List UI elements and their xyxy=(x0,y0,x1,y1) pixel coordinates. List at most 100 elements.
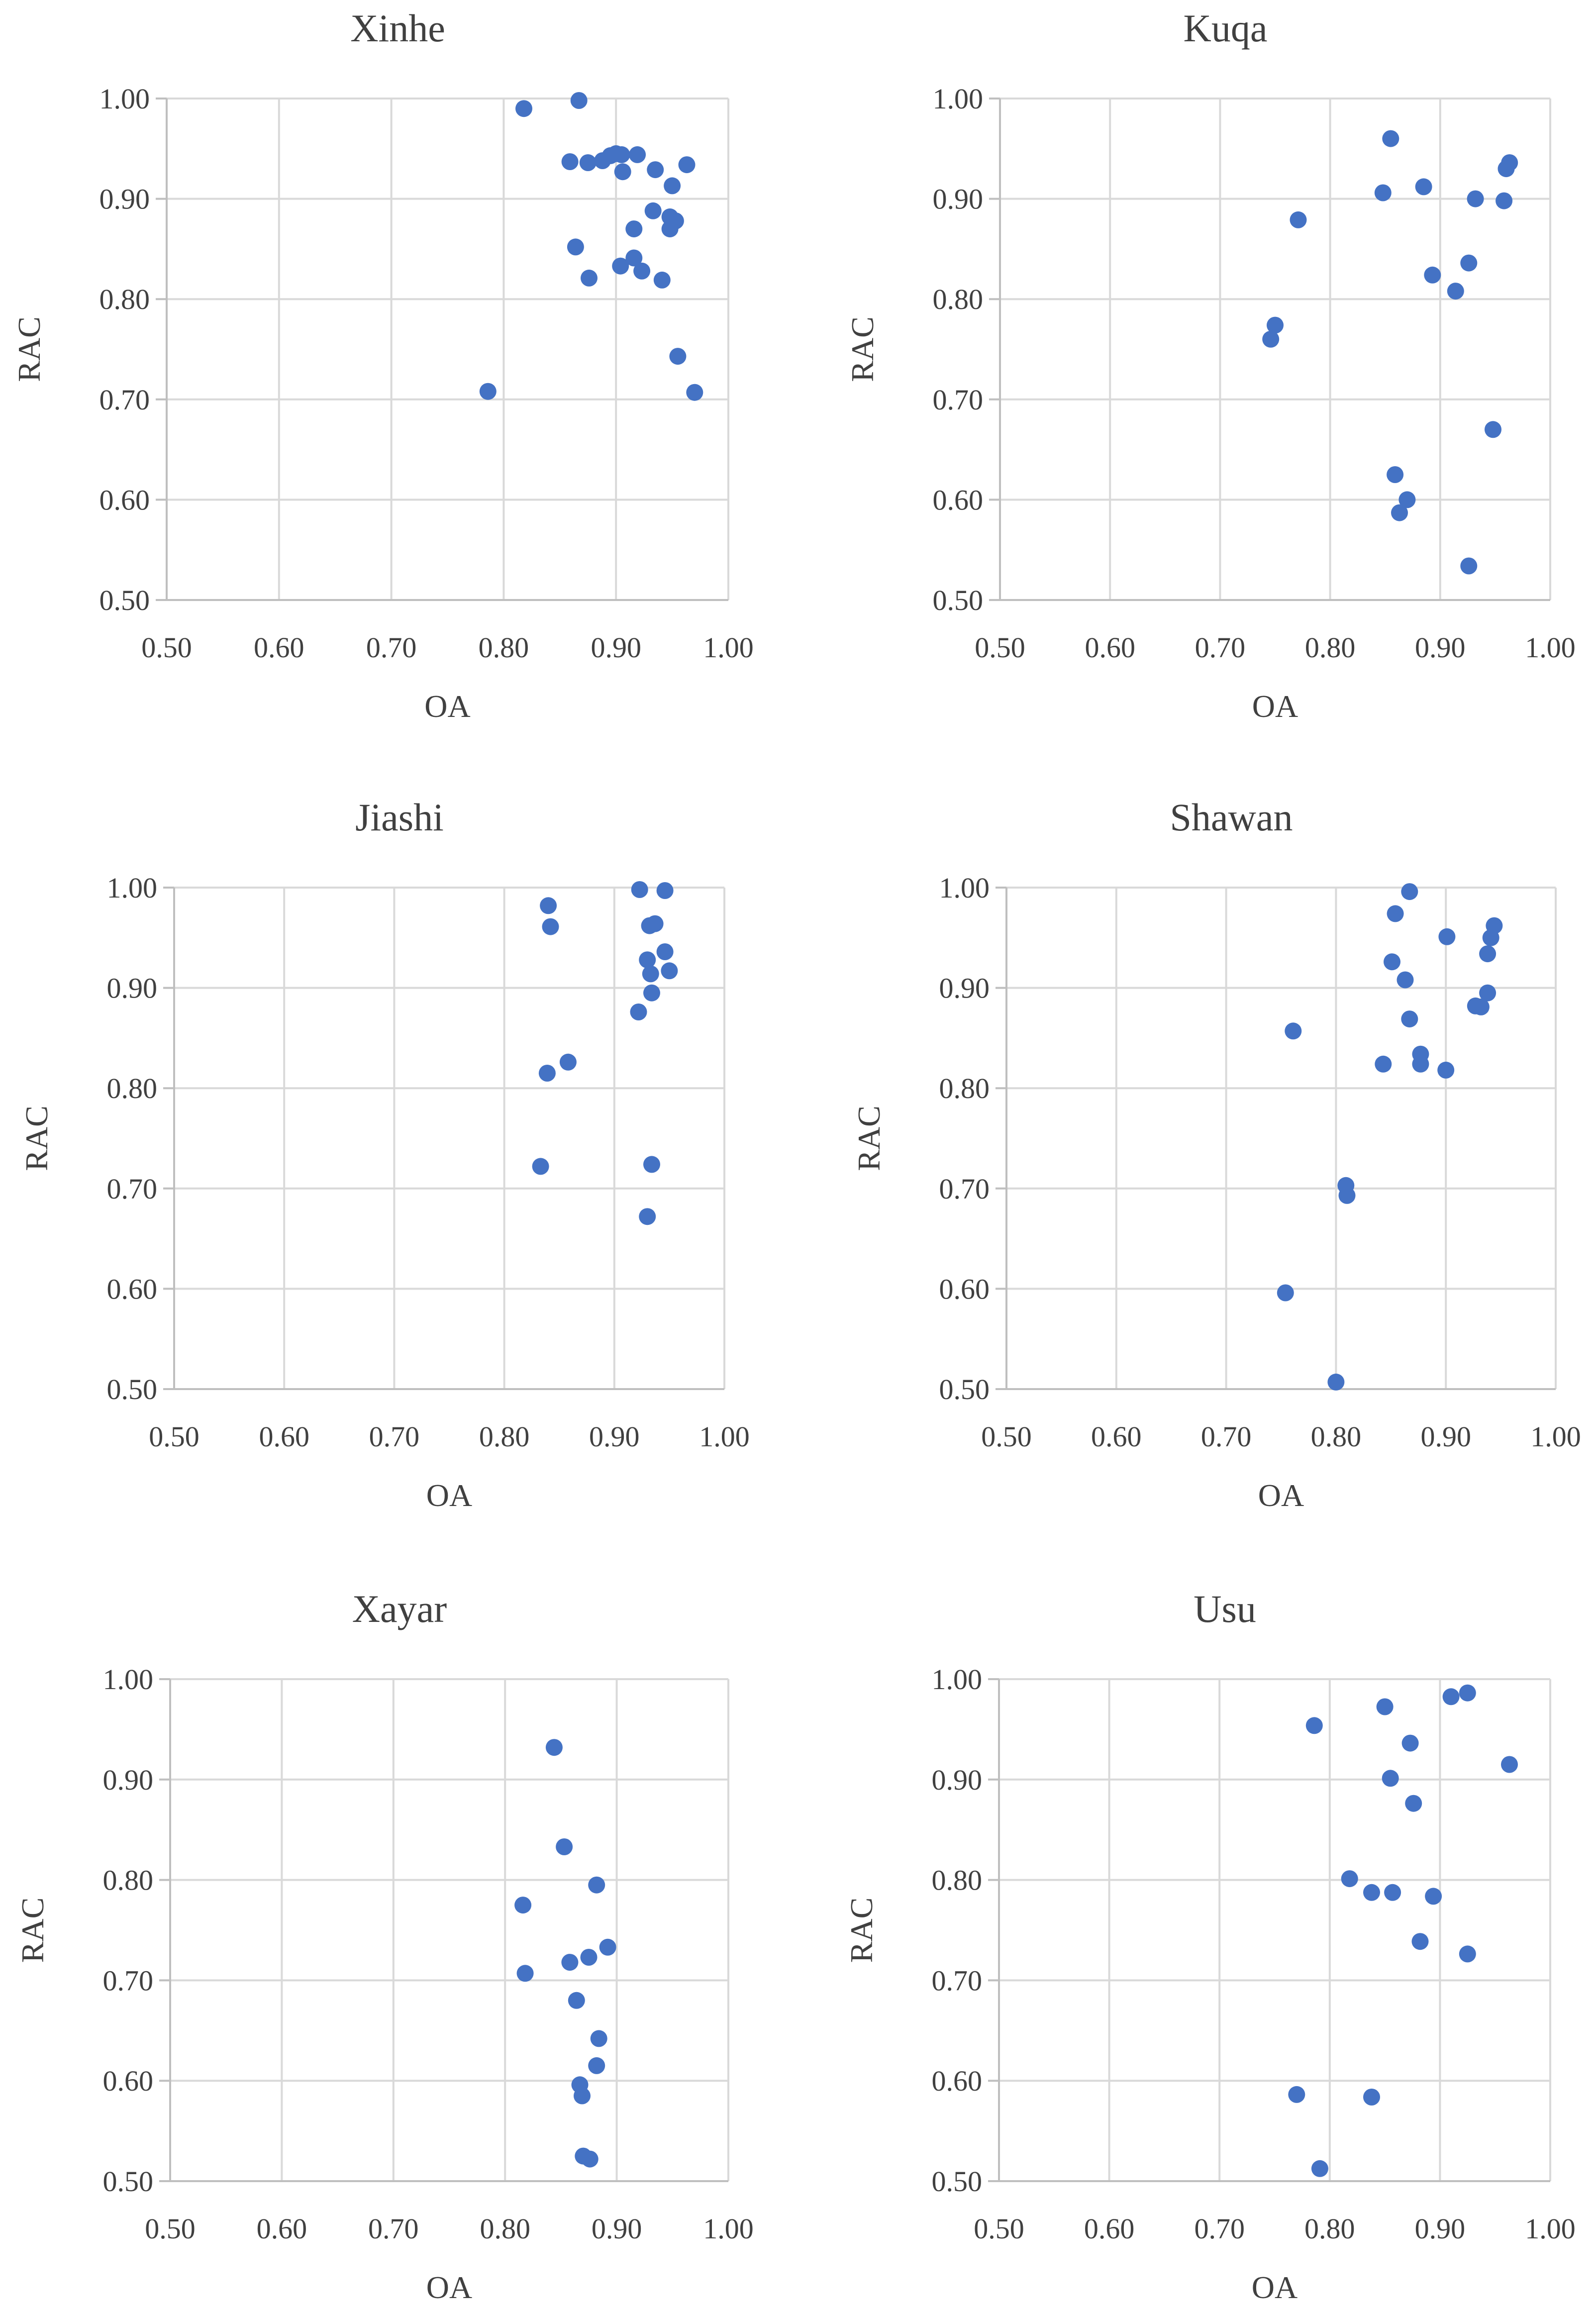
y-tick-label: 0.50 xyxy=(933,584,984,616)
data-point xyxy=(567,238,584,256)
data-point xyxy=(1398,491,1416,508)
data-point xyxy=(542,918,559,935)
y-tick-label: 0.90 xyxy=(933,183,984,215)
data-point xyxy=(664,177,681,195)
y-tick-label: 0.60 xyxy=(103,2065,154,2097)
x-axis-label: OA xyxy=(1258,1478,1304,1513)
x-tick-label: 1.00 xyxy=(1525,631,1576,664)
data-point xyxy=(514,1897,532,1914)
data-point xyxy=(588,2057,605,2074)
x-tick-label: 0.60 xyxy=(257,2212,307,2245)
data-point xyxy=(1401,1010,1418,1028)
data-point xyxy=(588,1876,605,1894)
chart-panel-xayar: 0.50 0.60 0.70 0.80 0.90 1.00 0.50 0.60 0.70 0.80… xyxy=(15,1587,754,2305)
data-point xyxy=(1285,1022,1302,1040)
y-tick-label: 0.50 xyxy=(939,1373,990,1406)
y-axis-label: RAC xyxy=(844,1898,879,1963)
x-tick-label: 0.80 xyxy=(479,631,529,664)
data-point xyxy=(612,257,629,275)
x-axis-label: OA xyxy=(426,1478,472,1513)
data-point xyxy=(656,882,674,899)
data-point xyxy=(1327,1373,1345,1391)
y-tick-label: 0.80 xyxy=(933,283,984,315)
data-point xyxy=(1459,1684,1476,1702)
data-point xyxy=(1467,190,1484,207)
data-point xyxy=(639,951,656,969)
y-axis-label: RAC xyxy=(15,1898,50,1963)
chart-panel-jiashi: 0.50 0.60 0.70 0.80 0.90 1.00 0.50 0.60 0.70 0.80… xyxy=(19,796,750,1513)
data-point xyxy=(1482,929,1499,946)
x-tick-label: 0.60 xyxy=(259,1420,309,1453)
y-axis-label: RAC xyxy=(851,1105,887,1171)
x-axis-label: OA xyxy=(1252,2270,1297,2305)
y-tick-label: 1.00 xyxy=(932,1663,983,1696)
y-tick-label: 0.50 xyxy=(100,584,150,616)
data-point xyxy=(479,383,497,400)
data-point xyxy=(1363,1884,1380,1901)
y-tick-label: 0.60 xyxy=(100,484,150,516)
y-tick-label: 1.00 xyxy=(103,1663,154,1696)
data-point xyxy=(568,1992,585,2009)
y-tick-label: 0.90 xyxy=(932,1764,983,1796)
x-tick-label: 0.50 xyxy=(141,631,192,664)
data-point xyxy=(647,161,664,179)
y-tick-label: 0.80 xyxy=(107,1072,158,1105)
y-tick-label: 0.60 xyxy=(932,2065,983,2097)
chart-title: Kuqa xyxy=(1184,6,1268,50)
data-point xyxy=(686,384,703,401)
y-tick-label: 0.50 xyxy=(932,2165,983,2198)
x-tick-label: 0.60 xyxy=(254,631,304,664)
data-point xyxy=(556,1838,573,1855)
y-tick-label: 0.70 xyxy=(939,1173,990,1205)
chart-title: Xinhe xyxy=(350,6,445,50)
x-tick-label: 0.50 xyxy=(981,1420,1032,1453)
data-point xyxy=(1382,130,1399,147)
data-point xyxy=(639,1208,656,1225)
data-point xyxy=(561,1954,579,1971)
x-tick-label: 0.60 xyxy=(1085,631,1135,664)
y-tick-label: 0.80 xyxy=(939,1072,990,1105)
chart-title: Shawan xyxy=(1170,796,1293,839)
y-axis-label: RAC xyxy=(845,316,880,382)
chart-panel-kuqa: 0.50 0.60 0.70 0.80 0.90 1.00 0.50 0.60 0.70 0.80… xyxy=(845,6,1576,724)
data-point xyxy=(1290,211,1307,228)
x-tick-label: 0.70 xyxy=(1194,2212,1245,2245)
data-point xyxy=(1382,1770,1399,1787)
x-tick-label: 0.80 xyxy=(1311,1420,1362,1453)
x-tick-label: 0.90 xyxy=(1415,631,1466,664)
data-point xyxy=(532,1158,549,1175)
data-point xyxy=(599,1938,616,1956)
y-tick-label: 0.90 xyxy=(939,972,990,1004)
data-point xyxy=(574,2087,591,2105)
data-point xyxy=(1437,1061,1455,1079)
data-point xyxy=(1460,557,1478,575)
y-axis-label: RAC xyxy=(19,1105,54,1171)
data-point xyxy=(1267,316,1284,334)
data-point xyxy=(1485,421,1501,438)
data-point xyxy=(1460,254,1478,272)
data-point xyxy=(1375,1055,1392,1073)
y-tick-label: 0.80 xyxy=(100,283,150,315)
x-tick-label: 0.90 xyxy=(589,1420,640,1453)
y-tick-label: 0.60 xyxy=(933,484,984,516)
x-tick-label: 0.70 xyxy=(1195,631,1246,664)
data-point xyxy=(1277,1284,1294,1302)
data-point xyxy=(1396,971,1414,989)
data-point xyxy=(1415,178,1432,196)
data-point xyxy=(581,2150,598,2168)
data-point xyxy=(1412,1055,1429,1073)
data-point xyxy=(1387,466,1404,483)
data-point xyxy=(1262,330,1280,348)
x-tick-label: 0.90 xyxy=(1415,2212,1466,2245)
x-tick-label: 1.00 xyxy=(1525,2212,1576,2245)
data-point xyxy=(1288,2086,1305,2103)
data-point xyxy=(1384,1884,1401,1901)
y-tick-label: 0.50 xyxy=(107,1373,158,1406)
y-tick-label: 0.50 xyxy=(103,2165,154,2198)
data-point xyxy=(1472,998,1490,1015)
data-point xyxy=(1311,2160,1328,2177)
y-tick-label: 1.00 xyxy=(100,83,150,115)
data-point xyxy=(1496,192,1513,209)
data-point xyxy=(643,984,660,1002)
